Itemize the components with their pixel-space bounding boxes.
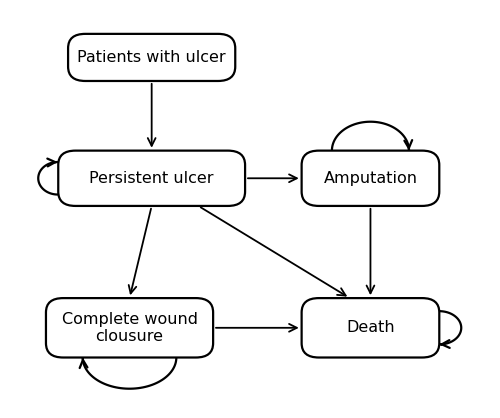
FancyBboxPatch shape	[302, 150, 440, 206]
FancyBboxPatch shape	[302, 298, 440, 357]
Text: Death: Death	[346, 320, 395, 335]
Text: Persistent ulcer: Persistent ulcer	[90, 171, 214, 186]
Text: Amputation: Amputation	[324, 171, 418, 186]
Text: Complete wound
clousure: Complete wound clousure	[62, 311, 198, 344]
Text: Patients with ulcer: Patients with ulcer	[78, 50, 226, 65]
FancyBboxPatch shape	[58, 150, 245, 206]
FancyBboxPatch shape	[68, 34, 235, 81]
FancyBboxPatch shape	[46, 298, 213, 357]
